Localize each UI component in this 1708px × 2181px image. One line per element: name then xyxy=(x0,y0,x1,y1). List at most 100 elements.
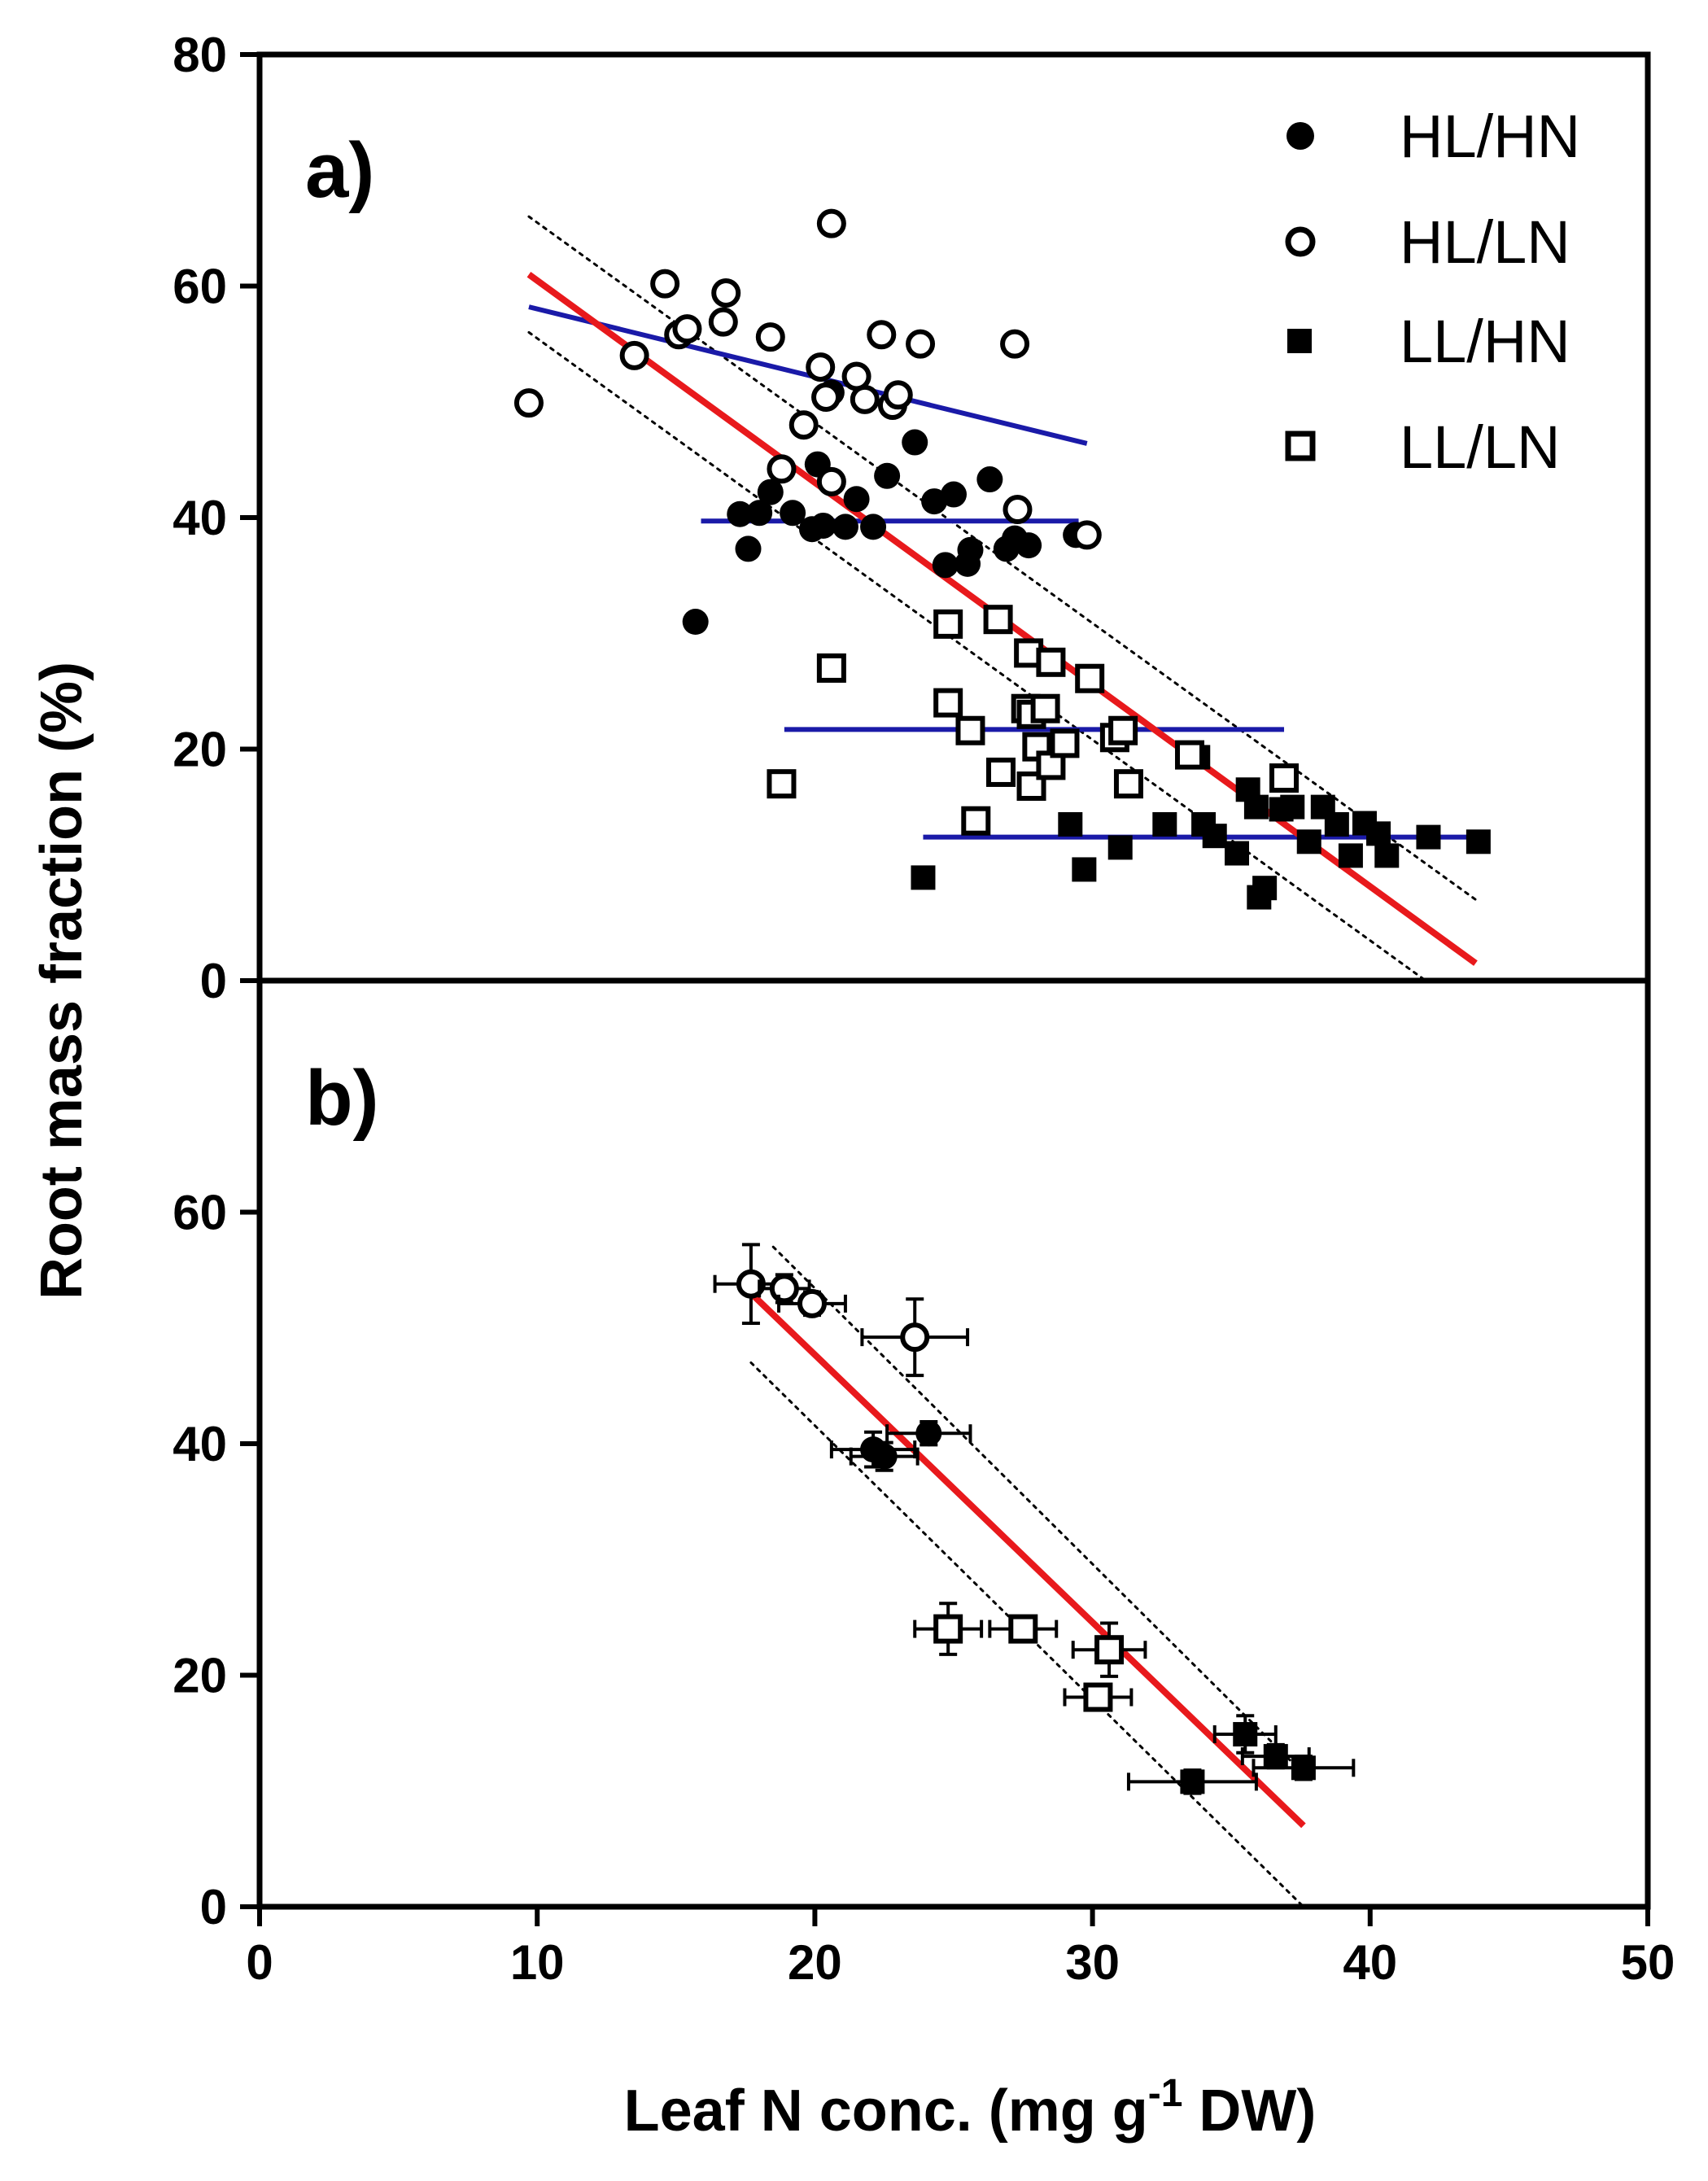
data-point-ll-hn xyxy=(1202,824,1227,849)
y-tick-label: 0 xyxy=(200,1880,227,1934)
y-tick-label: 40 xyxy=(173,491,227,545)
x-tick-label: 40 xyxy=(1343,1935,1397,1990)
series-ll-hn xyxy=(911,745,1491,910)
data-point-hl-hn xyxy=(832,514,858,540)
data-point-hl-ln xyxy=(806,352,836,382)
y-tick-label: 0 xyxy=(200,954,227,1008)
series-hl-hn xyxy=(829,1419,972,1472)
data-point-ll-ln xyxy=(1113,769,1143,799)
data-point-ll-ln xyxy=(1030,693,1060,723)
data-point-ll-hn xyxy=(1225,841,1250,866)
y-tick-label: 60 xyxy=(173,260,227,314)
data-point-ll-hn xyxy=(1280,794,1305,820)
data-point-ll-ln xyxy=(767,769,797,799)
data-point-hl-hn xyxy=(735,535,762,562)
data-point-ll-ln xyxy=(1108,715,1138,745)
data-point-ll-ln xyxy=(1094,1635,1125,1665)
data-point-hl-hn xyxy=(1016,532,1042,559)
legend-marker-llhn xyxy=(1287,329,1312,353)
data-point-hl-ln xyxy=(650,269,680,299)
data-point-ll-ln xyxy=(1175,740,1205,770)
data-point-ll-ln xyxy=(1008,1614,1038,1644)
data-point-hl-ln xyxy=(883,380,913,410)
data-point-hl-ln xyxy=(767,454,797,484)
data-point-ll-ln xyxy=(933,1614,963,1644)
data-point-hl-ln xyxy=(711,278,741,308)
data-point-ll-hn xyxy=(1233,1722,1258,1747)
legend-item-hlhn: HL/HN xyxy=(1286,103,1580,170)
data-point-ll-hn xyxy=(1338,843,1363,868)
data-point-hl-hn xyxy=(957,536,984,563)
y-tick-label: 20 xyxy=(173,723,227,777)
data-point-ll-ln xyxy=(961,806,991,836)
data-point-hl-ln xyxy=(769,1274,799,1304)
x-tick-label: 30 xyxy=(1065,1935,1120,1990)
data-point-hl-hn xyxy=(915,1420,942,1447)
series-ll-ln xyxy=(767,605,1300,836)
x-tick-label: 0 xyxy=(246,1935,273,1990)
legend-marker-llln xyxy=(1285,431,1316,461)
data-point-hl-ln xyxy=(619,340,649,370)
data-point-hl-ln xyxy=(708,307,738,337)
data-point-hl-hn xyxy=(810,512,837,539)
data-point-hl-hn xyxy=(727,500,754,527)
overall-fit-line xyxy=(749,1291,1306,1829)
data-point-hl-ln xyxy=(755,322,785,352)
data-point-hl-ln xyxy=(1000,329,1030,359)
data-point-ll-hn xyxy=(1263,1744,1288,1769)
y-tick-label: 20 xyxy=(173,1649,227,1703)
data-point-hl-ln xyxy=(850,384,880,414)
data-point-ll-ln xyxy=(986,757,1016,787)
confidence-band-line xyxy=(527,330,1427,982)
data-point-hl-ln xyxy=(816,466,846,496)
legend-label-llln: LL/LN xyxy=(1400,413,1560,481)
data-point-ll-hn xyxy=(1366,821,1391,846)
data-point-hl-ln xyxy=(900,1322,930,1353)
data-point-hl-hn xyxy=(682,609,709,636)
legend-label-llhn: LL/HN xyxy=(1400,308,1570,375)
data-point-ll-ln xyxy=(816,653,846,683)
data-point-ll-hn xyxy=(1374,843,1400,868)
data-point-ll-hn xyxy=(911,865,936,890)
legend: HL/HN HL/LN LL/HN LL/LN xyxy=(1285,103,1580,481)
data-point-hl-ln xyxy=(797,1288,827,1318)
data-point-hl-ln xyxy=(906,329,936,359)
panel-b: 0 20 40 60 xyxy=(173,1186,1356,1934)
data-point-ll-hn xyxy=(1152,811,1177,837)
legend-marker-hlln xyxy=(1285,226,1316,257)
data-point-hl-ln xyxy=(672,314,702,344)
data-point-hl-ln xyxy=(811,382,841,413)
x-tick-label: 10 xyxy=(510,1935,565,1990)
data-point-hl-ln xyxy=(1072,520,1102,550)
series-hl-ln xyxy=(713,1243,970,1378)
data-point-ll-hn xyxy=(1243,794,1269,820)
panel-a-label: a) xyxy=(305,127,374,214)
legend-label-hlhn: HL/HN xyxy=(1400,103,1580,170)
data-point-hl-hn xyxy=(746,500,773,527)
data-point-hl-hn xyxy=(874,462,901,489)
data-point-ll-hn xyxy=(1058,811,1083,837)
data-point-hl-hn xyxy=(843,486,870,513)
x-axis: 0 10 20 30 40 50 xyxy=(246,1907,1675,1990)
data-point-hl-hn xyxy=(780,500,806,527)
series-hl-hn xyxy=(682,379,1090,636)
x-tick-label: 50 xyxy=(1621,1935,1675,1990)
series-hl-ln xyxy=(513,208,1102,550)
data-point-ll-ln xyxy=(933,609,963,639)
data-point-ll-hn xyxy=(1324,811,1349,837)
data-point-ll-ln xyxy=(983,605,1013,635)
legend-item-hlln: HL/LN xyxy=(1285,208,1570,276)
data-point-hl-hn xyxy=(860,514,887,540)
legend-marker-hlhn xyxy=(1286,122,1314,150)
data-point-hl-ln xyxy=(867,320,897,350)
data-point-hl-ln xyxy=(1003,495,1033,525)
data-point-hl-ln xyxy=(513,388,544,418)
y-tick-label: 60 xyxy=(173,1186,227,1240)
data-point-hl-hn xyxy=(757,479,784,505)
data-point-ll-hn xyxy=(1416,824,1441,850)
series-ll-ln xyxy=(913,1602,1147,1712)
data-point-ll-hn xyxy=(1072,857,1097,882)
x-axis-title: Leaf N conc. (mg g-1 DW) xyxy=(624,2072,1317,2144)
data-point-hl-hn xyxy=(941,481,967,508)
